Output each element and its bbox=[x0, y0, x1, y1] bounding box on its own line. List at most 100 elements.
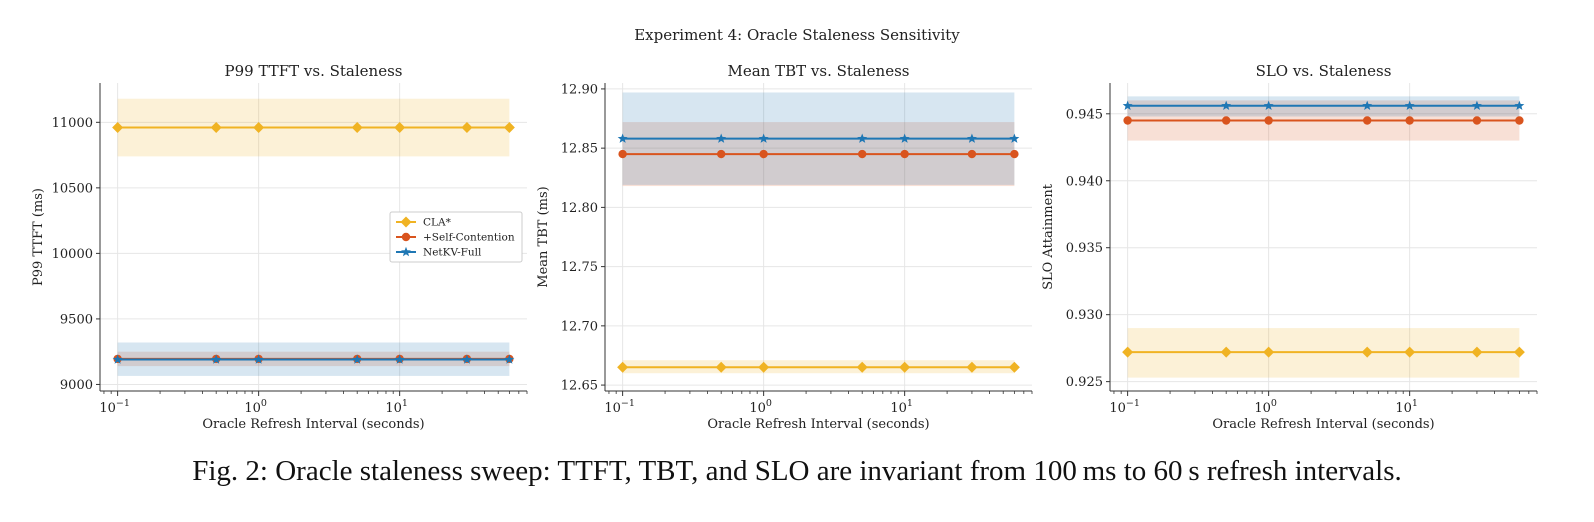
x-tick-label: 100 bbox=[244, 398, 267, 416]
y-tick-label: 11000 bbox=[52, 116, 93, 131]
data-point bbox=[1363, 116, 1372, 125]
legend-marker bbox=[400, 216, 412, 228]
data-point bbox=[1123, 116, 1132, 125]
data-point bbox=[1404, 346, 1416, 358]
data-point bbox=[253, 354, 264, 364]
x-tick-label: 101 bbox=[890, 398, 913, 416]
chart-title: P99 TTFT vs. Staleness bbox=[225, 62, 403, 80]
x-tick-label: 10−1 bbox=[1109, 398, 1140, 416]
data-point bbox=[858, 149, 867, 159]
x-tick-label: 10−1 bbox=[604, 398, 635, 416]
charts-svg: 9000 9500 10000 10500 11000 10−1 100 101 P99 TTF… bbox=[31, 62, 1538, 432]
data-point bbox=[856, 361, 868, 373]
figure-suptitle: Experiment 4: Oracle Staleness Sensitivi… bbox=[634, 26, 960, 44]
data-point bbox=[253, 122, 265, 134]
legend-label: +Self-Contention bbox=[423, 232, 515, 244]
y-tick-label: 12.90 bbox=[561, 82, 598, 97]
data-point bbox=[1122, 100, 1133, 110]
chart-title: Mean TBT vs. Staleness bbox=[728, 62, 910, 80]
data-point bbox=[1404, 100, 1415, 110]
data-point bbox=[715, 361, 727, 373]
data-point bbox=[1009, 133, 1020, 143]
y-tick-label: 10000 bbox=[52, 247, 93, 262]
y-tick-label: 12.80 bbox=[561, 201, 598, 216]
data-point bbox=[1264, 116, 1273, 125]
data-point bbox=[857, 133, 868, 143]
data-point bbox=[617, 133, 628, 143]
y-axis-label: Mean TBT (ms) bbox=[536, 186, 551, 287]
data-point bbox=[394, 354, 405, 364]
y-axis-label: P99 TTFT (ms) bbox=[31, 188, 46, 286]
x-axis-label: Oracle Refresh Interval (seconds) bbox=[707, 417, 929, 432]
data-point bbox=[1010, 149, 1019, 159]
y-tick-label: 12.85 bbox=[561, 142, 598, 157]
x-axis-label: Oracle Refresh Interval (seconds) bbox=[1212, 417, 1434, 432]
chart-panel-3: 0.925 0.930 0.935 0.940 0.945 10−1 100 101 SLO v… bbox=[1041, 62, 1538, 432]
data-point bbox=[899, 133, 910, 143]
legend-box bbox=[389, 211, 523, 263]
x-tick-label: 100 bbox=[749, 398, 772, 416]
y-tick-label: 0.935 bbox=[1066, 241, 1103, 256]
data-point bbox=[394, 122, 406, 134]
data-point bbox=[1221, 100, 1232, 110]
data-point bbox=[758, 133, 769, 143]
y-axis-label: SLO Attainment bbox=[1041, 183, 1056, 290]
data-point bbox=[758, 361, 770, 373]
y-tick-label: 0.925 bbox=[1066, 375, 1103, 390]
data-point bbox=[352, 354, 363, 364]
data-point bbox=[617, 361, 629, 373]
data-point bbox=[1122, 346, 1134, 358]
legend-label: CLA* bbox=[423, 217, 452, 229]
data-point bbox=[716, 133, 727, 143]
y-tick-label: 9500 bbox=[60, 312, 93, 327]
data-point bbox=[966, 361, 978, 373]
data-point bbox=[112, 122, 124, 134]
chart-panel-1: 9000 9500 10000 10500 11000 10−1 100 101 P99 TTF… bbox=[31, 62, 528, 432]
data-point bbox=[504, 354, 515, 364]
data-point bbox=[966, 133, 977, 143]
x-tick-label: 100 bbox=[1254, 398, 1277, 416]
legend-marker bbox=[401, 232, 411, 242]
data-point bbox=[1008, 361, 1020, 373]
x-tick-label: 10−1 bbox=[99, 398, 130, 416]
data-point bbox=[461, 122, 473, 134]
data-point bbox=[1471, 100, 1482, 110]
data-point bbox=[1472, 116, 1482, 125]
data-point bbox=[899, 361, 911, 373]
legend-label: NetKV-Full bbox=[423, 247, 482, 259]
data-point bbox=[112, 354, 123, 364]
data-point bbox=[351, 122, 363, 134]
y-tick-label: 9000 bbox=[60, 378, 93, 393]
data-point bbox=[900, 149, 909, 159]
y-tick-label: 12.65 bbox=[561, 379, 598, 394]
data-point bbox=[1471, 346, 1483, 358]
y-tick-label: 12.75 bbox=[561, 260, 598, 275]
x-axis-label: Oracle Refresh Interval (seconds) bbox=[202, 417, 424, 432]
legend-marker bbox=[401, 246, 411, 257]
data-point bbox=[716, 149, 726, 159]
data-point bbox=[1513, 346, 1525, 358]
legend: CLA* +Self-Contention NetKV-Full bbox=[389, 211, 523, 263]
data-point bbox=[1221, 116, 1231, 125]
data-point bbox=[1361, 346, 1373, 358]
data-point bbox=[210, 122, 222, 134]
data-point bbox=[1220, 346, 1232, 358]
figure-caption: Fig. 2: Oracle staleness sweep: TTFT, TB… bbox=[192, 455, 1402, 487]
data-point bbox=[1515, 116, 1524, 125]
chart-title: SLO vs. Staleness bbox=[1256, 62, 1392, 80]
x-tick-label: 101 bbox=[385, 398, 408, 416]
data-point bbox=[1405, 116, 1414, 125]
data-point bbox=[1263, 346, 1275, 358]
figure: Experiment 4: Oracle Staleness Sensitivi… bbox=[31, 26, 1538, 432]
y-tick-label: 12.70 bbox=[561, 319, 598, 334]
data-point bbox=[503, 122, 515, 134]
data-point bbox=[211, 354, 222, 364]
data-point bbox=[759, 149, 768, 159]
y-tick-label: 0.945 bbox=[1066, 107, 1103, 122]
y-tick-label: 0.940 bbox=[1066, 174, 1103, 189]
y-tick-label: 10500 bbox=[52, 181, 93, 196]
data-point bbox=[967, 149, 977, 159]
y-tick-label: 0.930 bbox=[1066, 308, 1103, 323]
data-point bbox=[1263, 100, 1274, 110]
x-tick-label: 101 bbox=[1395, 398, 1418, 416]
